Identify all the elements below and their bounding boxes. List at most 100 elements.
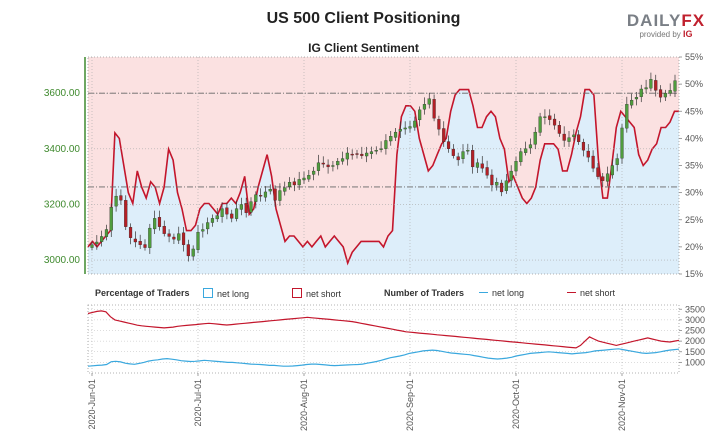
candle-body	[220, 208, 224, 217]
candle-body	[586, 150, 590, 158]
percent-tick-label: 50%	[685, 79, 703, 89]
candle-body	[162, 225, 166, 234]
candle-body	[312, 170, 316, 175]
candle-body	[514, 161, 518, 172]
count-tick-label: 1500	[685, 347, 705, 357]
legend-num-net-short: net short	[567, 288, 615, 298]
legend-num-net-short-label: net short	[580, 288, 616, 298]
candle-body	[557, 125, 561, 134]
candle-body	[201, 229, 205, 232]
number-legend-title: Number of Traders	[384, 288, 465, 298]
candle-body	[186, 244, 190, 257]
candle-body	[475, 162, 480, 168]
candle-body	[427, 98, 431, 105]
candle-body	[538, 116, 542, 133]
candle-body	[398, 129, 402, 132]
brand-name-daily: DAILY	[626, 11, 682, 30]
date-tick-label: 2020-Sep-01	[405, 379, 415, 431]
candle-body	[509, 170, 513, 181]
date-tick-label: 2020-Oct-01	[511, 379, 521, 429]
candle-body	[345, 152, 349, 160]
candle-body	[610, 165, 614, 176]
candle-body	[620, 127, 624, 159]
candle-body	[630, 99, 634, 106]
candle-body	[596, 167, 600, 177]
candle-body	[278, 190, 282, 201]
candle-body	[157, 217, 162, 227]
candle-body	[292, 181, 296, 186]
date-tick-label: 2020-Jul-01	[193, 379, 203, 427]
candle-body	[350, 153, 354, 156]
candle-body	[148, 227, 152, 248]
candle-body	[100, 236, 104, 242]
legend-pct-net-short-label: net short	[306, 289, 342, 299]
candle-body	[369, 151, 374, 154]
candle-body	[244, 203, 248, 213]
candle-body	[581, 141, 586, 151]
price-tick-label: 3400.00	[44, 144, 81, 155]
legend-pct-net-long-label: net long	[217, 289, 250, 299]
sentiment-line	[87, 88, 679, 266]
candle-body	[143, 244, 147, 248]
candle-body	[191, 248, 195, 257]
candle-body	[403, 127, 407, 130]
net-short-count-line	[87, 310, 680, 349]
candle-body	[336, 161, 340, 166]
candle-body	[519, 151, 523, 163]
candle-body	[663, 93, 667, 98]
candle-body	[365, 152, 369, 157]
candle-body	[210, 218, 215, 223]
candle-body	[649, 79, 653, 89]
candle-body	[340, 158, 345, 162]
candle-body	[206, 222, 210, 230]
candle-body	[495, 182, 499, 186]
candle-body	[104, 229, 109, 237]
price-tick-label: 3600.00	[44, 88, 81, 99]
candle-body	[259, 195, 263, 197]
candle-body	[215, 215, 219, 220]
price-tick-label: 3000.00	[44, 255, 81, 266]
percent-tick-label: 25%	[685, 215, 703, 225]
candle-body	[109, 207, 113, 231]
candle-body	[273, 188, 277, 201]
candle-body	[408, 126, 412, 129]
legend-pct-net-short: net short	[292, 288, 341, 299]
candle-body	[605, 173, 610, 182]
candle-body	[654, 80, 658, 91]
candle-body	[302, 177, 306, 181]
percent-tick-label: 15%	[685, 269, 703, 279]
candle-body	[172, 236, 176, 240]
candle-body	[114, 195, 118, 207]
percent-tick-label: 30%	[685, 188, 703, 198]
candle-body	[263, 191, 268, 198]
candle-body	[225, 207, 229, 215]
brand-tagline: provided by IG	[616, 29, 716, 39]
candle-body	[451, 148, 455, 156]
candle-body	[355, 153, 359, 155]
candle-body	[393, 131, 398, 138]
net-long-swatch-icon	[203, 288, 213, 298]
candle-body	[331, 165, 335, 167]
price-tick-label: 3200.00	[44, 199, 81, 210]
chart-subtitle: IG Client Sentiment	[308, 41, 419, 55]
candle-body	[533, 131, 537, 145]
candle-body	[379, 148, 383, 150]
candle-body	[504, 180, 508, 191]
candle-body	[471, 150, 475, 168]
candle-body	[639, 88, 643, 97]
brand-name-fx: FX	[681, 11, 706, 30]
percent-tick-label: 55%	[685, 52, 703, 62]
net-short-line-icon	[567, 292, 576, 293]
candle-body	[230, 213, 234, 219]
candle-body	[548, 115, 552, 120]
count-panel-frame	[87, 304, 680, 374]
candle-body	[572, 134, 576, 137]
legend-num-net-long-label: net long	[492, 288, 525, 298]
candle-body	[234, 208, 239, 219]
candle-body	[95, 241, 99, 245]
candle-body	[552, 118, 557, 126]
percent-tick-label: 40%	[685, 133, 703, 143]
candle-body	[644, 87, 648, 90]
candle-body	[326, 164, 330, 168]
candle-body	[384, 140, 388, 149]
